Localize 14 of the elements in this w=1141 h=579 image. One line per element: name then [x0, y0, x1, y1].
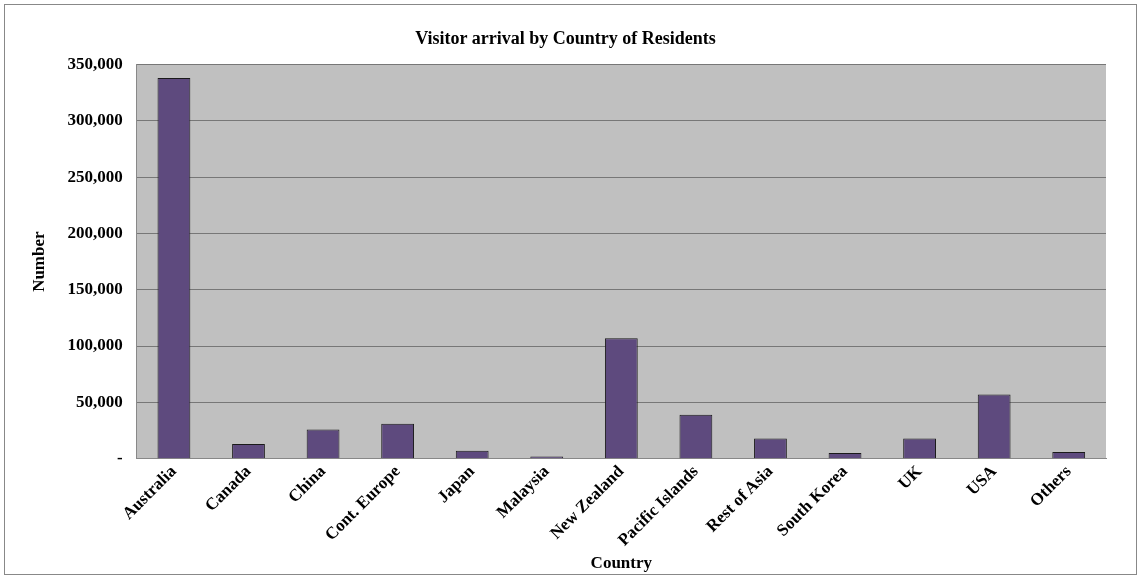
- x-tick-label: UK: [894, 460, 927, 493]
- y-tick-label: 350,000: [67, 53, 123, 73]
- y-tick-label: -: [116, 448, 123, 468]
- y-tick-label: 150,000: [67, 279, 123, 299]
- x-tick-label: Rest of Asia: [702, 461, 777, 536]
- chart-title: Visitor arrival by Country of Residents: [415, 28, 716, 49]
- y-axis-title: Number: [28, 230, 48, 292]
- y-tick-label: 300,000: [67, 110, 123, 130]
- y-tick-label: 250,000: [67, 166, 123, 186]
- y-tick-label: 200,000: [67, 222, 123, 242]
- y-tick-label: 50,000: [75, 391, 123, 411]
- x-tick-label: USA: [962, 460, 1001, 499]
- x-axis-title: Country: [590, 553, 653, 573]
- y-tick-label: 100,000: [67, 335, 123, 355]
